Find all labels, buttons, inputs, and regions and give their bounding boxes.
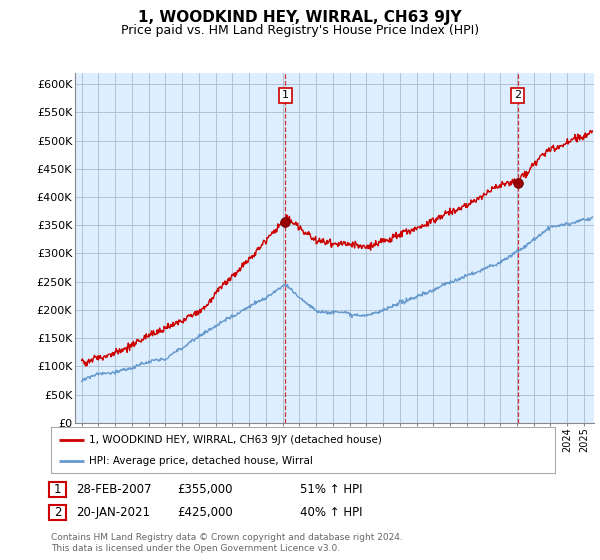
Text: 1, WOODKIND HEY, WIRRAL, CH63 9JY: 1, WOODKIND HEY, WIRRAL, CH63 9JY bbox=[138, 10, 462, 25]
Text: 1: 1 bbox=[282, 90, 289, 100]
Text: 2: 2 bbox=[54, 506, 61, 519]
Text: Price paid vs. HM Land Registry's House Price Index (HPI): Price paid vs. HM Land Registry's House … bbox=[121, 24, 479, 36]
Text: 40% ↑ HPI: 40% ↑ HPI bbox=[300, 506, 362, 519]
Text: Contains HM Land Registry data © Crown copyright and database right 2024.
This d: Contains HM Land Registry data © Crown c… bbox=[51, 533, 403, 553]
Text: £355,000: £355,000 bbox=[177, 483, 233, 496]
Text: £425,000: £425,000 bbox=[177, 506, 233, 519]
Text: 1, WOODKIND HEY, WIRRAL, CH63 9JY (detached house): 1, WOODKIND HEY, WIRRAL, CH63 9JY (detac… bbox=[89, 435, 382, 445]
Text: 20-JAN-2021: 20-JAN-2021 bbox=[76, 506, 150, 519]
Text: HPI: Average price, detached house, Wirral: HPI: Average price, detached house, Wirr… bbox=[89, 456, 313, 466]
Text: 28-FEB-2007: 28-FEB-2007 bbox=[76, 483, 152, 496]
Text: 1: 1 bbox=[54, 483, 61, 496]
Text: 51% ↑ HPI: 51% ↑ HPI bbox=[300, 483, 362, 496]
Text: 2: 2 bbox=[514, 90, 521, 100]
